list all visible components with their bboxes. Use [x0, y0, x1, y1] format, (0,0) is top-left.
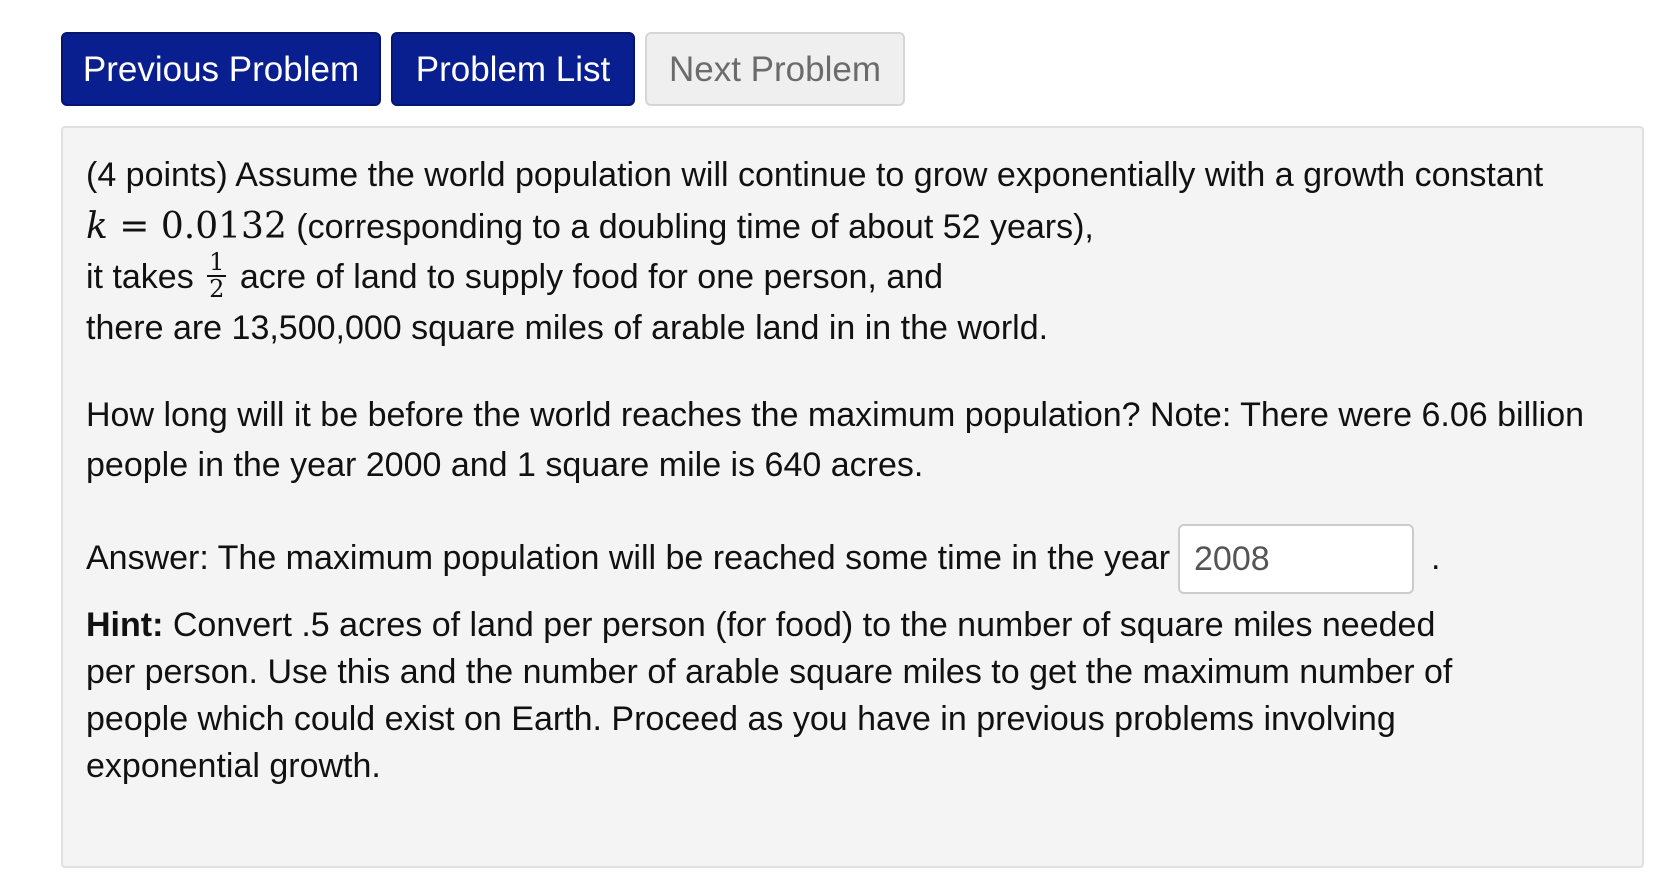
- problem-content: (4 points) Assume the world population w…: [86, 150, 1626, 790]
- problem-list-button[interactable]: Problem List: [391, 32, 635, 106]
- land-text-prefix: it takes: [86, 258, 204, 296]
- next-problem-button: Next Problem: [645, 32, 905, 106]
- problem-statement-line-2: k = 0.0132 (corresponding to a doubling …: [86, 201, 1626, 252]
- answer-period: .: [1431, 539, 1441, 577]
- answer-year-input[interactable]: [1178, 524, 1414, 594]
- problem-statement-line-4: there are 13,500,000 square miles of ara…: [86, 309, 1049, 347]
- hint-paragraph: Hint: Convert .5 acres of land per perso…: [86, 602, 1486, 790]
- problem-panel: (4 points) Assume the world population w…: [61, 126, 1644, 868]
- answer-label: Answer: The maximum population will be r…: [86, 539, 1171, 577]
- land-text-suffix: acre of land to supply food for one pers…: [230, 258, 944, 296]
- fraction-denominator: 2: [209, 275, 225, 304]
- previous-problem-button[interactable]: Previous Problem: [61, 32, 381, 106]
- problem-question: How long will it be before the world rea…: [86, 396, 1585, 484]
- fraction-numerator: 1: [207, 248, 227, 278]
- hint-text: Convert .5 acres of land per person (for…: [86, 606, 1453, 785]
- answer-row: Answer: The maximum population will be r…: [86, 524, 1626, 598]
- growth-constant-variable: k: [86, 206, 108, 247]
- growth-constant-value: = 0.0132: [107, 206, 287, 247]
- growth-constant-formula: k = 0.0132: [86, 206, 287, 247]
- problem-statement-line-1: (4 points) Assume the world population w…: [86, 156, 1544, 194]
- hint-label: Hint:: [86, 606, 164, 644]
- doubling-time-text: (corresponding to a doubling time of abo…: [286, 208, 1094, 246]
